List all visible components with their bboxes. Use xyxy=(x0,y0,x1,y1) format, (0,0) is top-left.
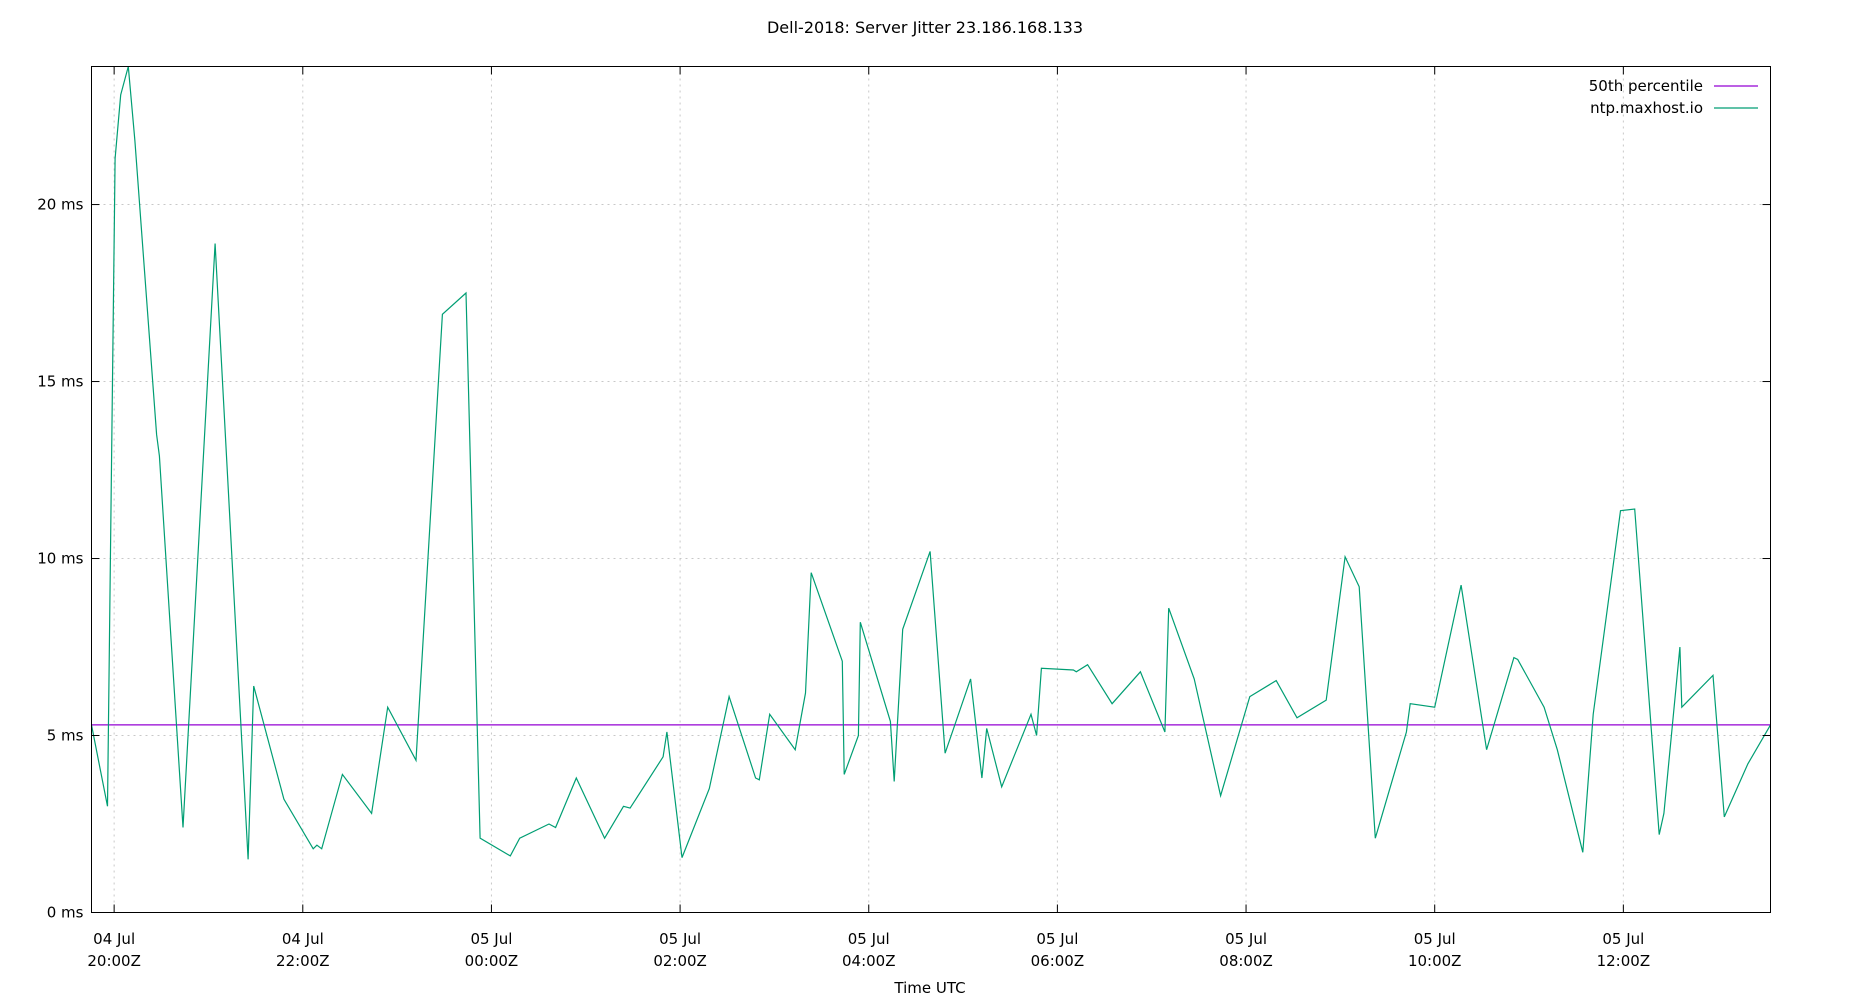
x-tick-label-date: 05 Jul xyxy=(1036,930,1078,948)
x-axis-label: Time UTC xyxy=(893,979,965,997)
x-tick-label-time: 12:00Z xyxy=(1597,952,1651,970)
legend-label: 50th percentile xyxy=(1589,77,1703,95)
x-tick-label-date: 05 Jul xyxy=(1414,930,1456,948)
grid-lines xyxy=(91,66,1771,913)
x-tick-label-date: 05 Jul xyxy=(1602,930,1644,948)
x-tick-label-date: 05 Jul xyxy=(659,930,701,948)
series-jitter-line xyxy=(90,66,1772,860)
x-tick-label-time: 04:00Z xyxy=(842,952,896,970)
x-tick-label-date: 04 Jul xyxy=(93,930,135,948)
plot-frame xyxy=(91,66,1771,913)
x-tick-label-date: 05 Jul xyxy=(470,930,512,948)
x-tick-label-time: 08:00Z xyxy=(1219,952,1273,970)
y-tick-label: 20 ms xyxy=(37,196,83,214)
x-tick-label-time: 20:00Z xyxy=(87,952,141,970)
y-tick-label: 5 ms xyxy=(47,727,84,745)
x-tick-label-time: 22:00Z xyxy=(276,952,330,970)
x-tick-label-date: 05 Jul xyxy=(848,930,890,948)
x-tick-label-time: 10:00Z xyxy=(1408,952,1462,970)
x-tick-label-time: 06:00Z xyxy=(1031,952,1085,970)
y-tick-label: 10 ms xyxy=(37,550,83,568)
x-tick-label-date: 05 Jul xyxy=(1225,930,1267,948)
legend: 50th percentile ntp.maxhost.io xyxy=(1589,77,1758,117)
y-tick-label: 15 ms xyxy=(37,373,83,391)
legend-label: ntp.maxhost.io xyxy=(1590,99,1703,117)
x-tick-label-date: 04 Jul xyxy=(282,930,324,948)
x-tick-label-time: 00:00Z xyxy=(465,952,519,970)
x-tick-label-time: 02:00Z xyxy=(653,952,707,970)
y-tick-label: 0 ms xyxy=(47,904,84,922)
axis-ticks: 0 ms 5 ms 10 ms 15 ms 20 ms 04 Jul 20:00Z 04 Ju… xyxy=(37,66,1771,970)
data-series xyxy=(90,66,1772,860)
chart-title: Dell-2018: Server Jitter 23.186.168.133 xyxy=(767,18,1083,37)
